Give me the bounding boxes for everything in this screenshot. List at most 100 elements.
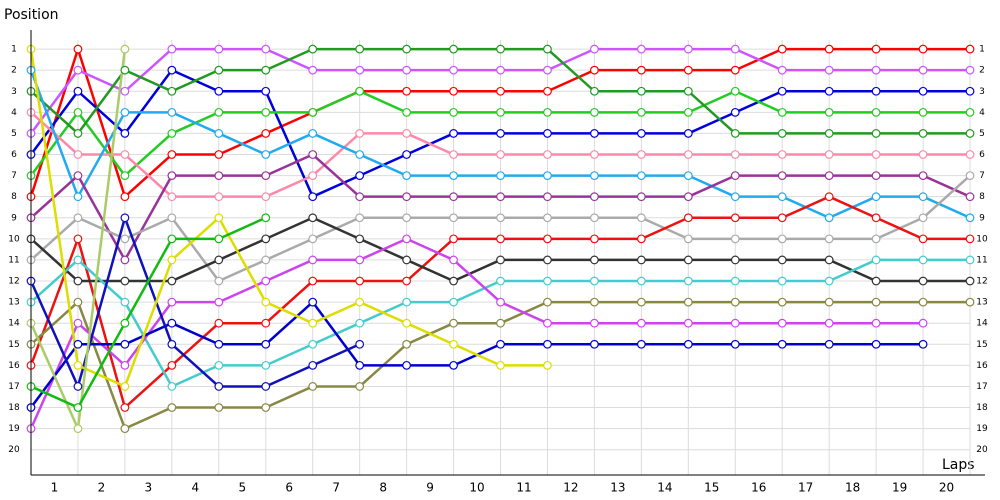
point (496, 129, 505, 138)
point (730, 150, 740, 159)
point (261, 107, 271, 117)
point (590, 107, 599, 117)
point (777, 86, 787, 96)
point (590, 276, 599, 286)
point (590, 150, 599, 159)
point (214, 150, 224, 159)
point (824, 234, 834, 244)
y-tick-label-right: 10 (976, 234, 988, 244)
y-tick-label-right: 20 (976, 445, 988, 455)
y-tick-label: 18 (8, 403, 20, 413)
point (965, 276, 975, 286)
point (777, 192, 787, 202)
y-tick-label-right: 18 (976, 403, 988, 413)
point (261, 234, 271, 244)
point (120, 360, 130, 370)
point (918, 255, 928, 265)
y-tick-label-right: 15 (976, 340, 987, 350)
point (355, 297, 365, 307)
point (167, 150, 177, 159)
point (449, 213, 458, 223)
point (73, 150, 83, 159)
point (636, 234, 646, 244)
point (496, 276, 505, 286)
point (308, 382, 318, 391)
point (402, 297, 412, 307)
x-axis-title: Laps (942, 457, 975, 473)
point (965, 65, 975, 75)
y-tick-label-right: 13 (976, 298, 987, 308)
point (824, 107, 834, 117)
point (824, 65, 834, 75)
point (167, 86, 177, 96)
point (120, 297, 130, 307)
point (543, 255, 552, 265)
point (261, 44, 271, 54)
y-tick-label-right: 14 (976, 319, 988, 329)
point (73, 382, 83, 391)
point (496, 150, 505, 159)
point (918, 234, 928, 244)
point (402, 276, 412, 286)
x-tick-label: 1 (51, 481, 59, 495)
x-tick-label: 20 (939, 481, 954, 495)
y-tick-label-right: 5 (979, 129, 985, 139)
point (73, 171, 83, 180)
point (214, 129, 224, 138)
point (214, 360, 224, 370)
point (730, 255, 740, 265)
y-tick-label: 3 (11, 87, 17, 97)
point (120, 192, 130, 202)
point (167, 129, 177, 138)
point (120, 107, 130, 117)
point (918, 44, 928, 54)
point (308, 213, 318, 223)
point (636, 65, 646, 75)
point (308, 171, 318, 180)
point (918, 339, 928, 349)
point (683, 297, 693, 307)
point (355, 150, 365, 159)
point (402, 255, 412, 265)
point (214, 318, 224, 328)
x-tick-label: 13 (610, 481, 625, 495)
point (871, 255, 881, 265)
point (496, 339, 505, 349)
y-tick-label-right: 9 (979, 213, 985, 223)
point (777, 255, 787, 265)
point (355, 44, 365, 54)
point (730, 276, 740, 286)
y-tick-label-right: 12 (976, 277, 987, 287)
point (261, 297, 271, 307)
series-line (29, 237, 924, 430)
point (355, 382, 365, 391)
x-tick-label: 5 (238, 481, 246, 495)
point (777, 150, 787, 159)
point (167, 65, 177, 75)
point (355, 360, 365, 370)
y-tick-label-right: 2 (979, 66, 985, 76)
x-tick-label: 19 (892, 481, 907, 495)
x-tick-label: 2 (98, 481, 106, 495)
x-tick-label: 11 (516, 481, 531, 495)
point (449, 255, 458, 265)
point (261, 360, 271, 370)
point (120, 150, 130, 159)
point (824, 192, 834, 202)
point (167, 255, 177, 265)
point (355, 276, 365, 286)
x-tick-label: 15 (704, 481, 719, 495)
x-tick-label: 7 (332, 481, 340, 495)
point (73, 65, 83, 75)
point (261, 129, 271, 138)
y-tick-label: 20 (8, 445, 20, 455)
point (730, 171, 740, 180)
y-tick-label: 2 (11, 66, 17, 76)
point (308, 297, 318, 307)
point (777, 234, 787, 244)
point (308, 44, 318, 54)
x-tick-label: 18 (845, 481, 860, 495)
point (167, 213, 177, 223)
point (636, 192, 646, 202)
point (73, 297, 83, 307)
